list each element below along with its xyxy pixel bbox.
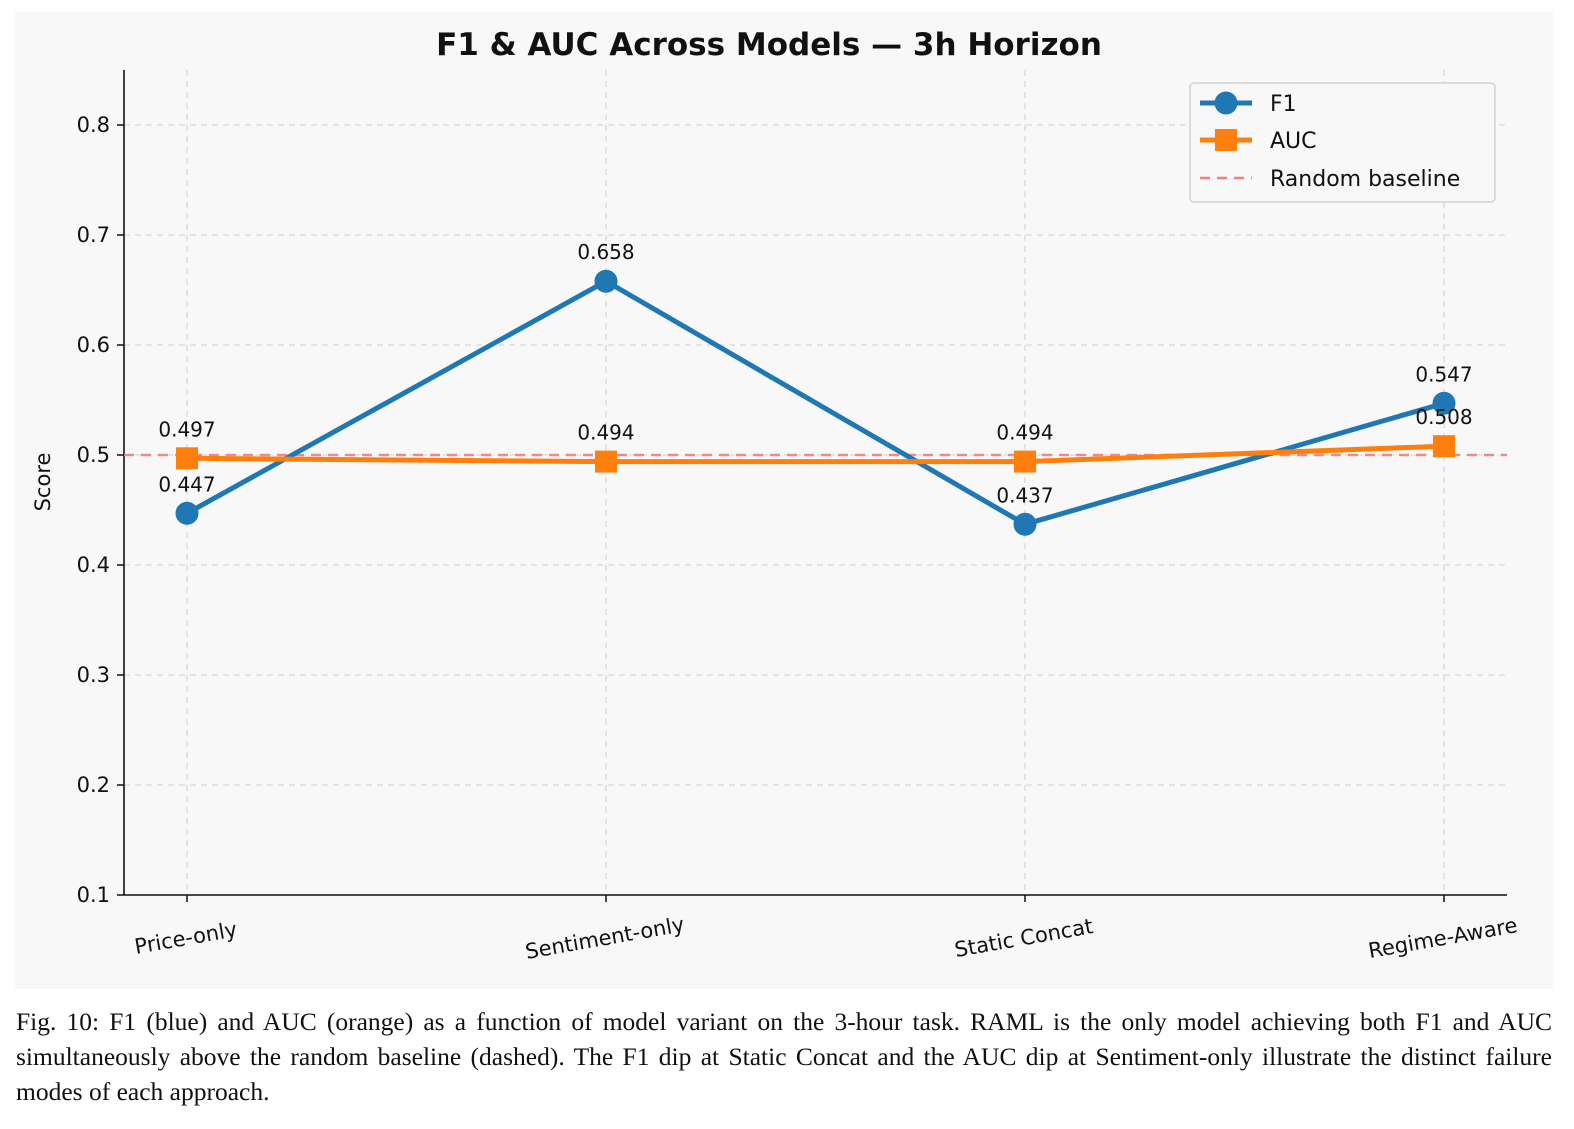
f1-data-label: 0.437 <box>996 483 1053 507</box>
legend-auc-marker <box>1215 129 1237 151</box>
legend-label: AUC <box>1270 129 1317 154</box>
grid-layer <box>124 70 1507 896</box>
y-axis-label: Score <box>31 453 55 512</box>
f1-point <box>1013 512 1037 536</box>
y-tick-label: 0.4 <box>77 553 110 577</box>
legend: F1 AUC Random baseline <box>1189 82 1496 203</box>
auc-data-label: 0.494 <box>577 421 634 445</box>
auc-series-line <box>186 443 1445 465</box>
data-labels-layer: 0.447 0.658 0.437 0.547 0.497 0.494 0.494 0.508 <box>158 240 1472 507</box>
f1-point <box>594 269 618 293</box>
auc-data-label: 0.494 <box>996 421 1053 445</box>
auc-point <box>176 447 198 470</box>
x-tick-label: Sentiment-only <box>523 912 686 964</box>
f1-point <box>175 501 199 525</box>
y-tick-label: 0.2 <box>77 773 110 797</box>
chart-title: F1 & AUC Across Models — 3h Horizon <box>436 27 1102 63</box>
y-tick-label: 0.1 <box>77 883 110 907</box>
chart-svg: F1 & AUC Across Models — 3h Horizon Scor… <box>31 27 1519 964</box>
figure-caption: Fig. 10: F1 (blue) and AUC (orange) as a… <box>16 1007 1552 1106</box>
x-tick-label: Price-only <box>133 917 239 959</box>
axes-layer: 0.1 0.2 0.3 0.4 0.5 0.6 0.7 0.8 Price-only Sentim… <box>77 70 1519 964</box>
f1-data-label: 0.447 <box>158 472 215 496</box>
x-tick-label: Regime-Aware <box>1366 913 1519 963</box>
y-tick-label: 0.5 <box>77 443 110 467</box>
chart-figure: F1 & AUC Across Models — 3h Horizon Scor… <box>15 12 1553 989</box>
auc-point <box>1433 435 1455 458</box>
auc-point <box>1014 450 1036 473</box>
legend-f1-marker <box>1214 91 1238 115</box>
series-layer <box>175 269 1456 536</box>
x-tick-label: Static Concat <box>953 914 1095 962</box>
f1-data-label: 0.658 <box>577 240 634 264</box>
y-tick-label: 0.6 <box>77 333 110 357</box>
y-tick-label: 0.7 <box>77 223 110 247</box>
y-tick-label: 0.8 <box>77 113 110 137</box>
f1-point <box>1432 391 1456 415</box>
auc-point <box>595 450 617 473</box>
legend-label: Random baseline <box>1270 167 1460 192</box>
auc-data-label: 0.508 <box>1415 405 1472 429</box>
y-tick-label: 0.3 <box>77 663 110 687</box>
legend-label: F1 <box>1270 92 1297 117</box>
legend-box <box>1189 82 1496 203</box>
auc-data-label: 0.497 <box>158 417 215 441</box>
f1-data-label: 0.547 <box>1415 362 1472 386</box>
f1-series-line <box>185 278 1445 527</box>
